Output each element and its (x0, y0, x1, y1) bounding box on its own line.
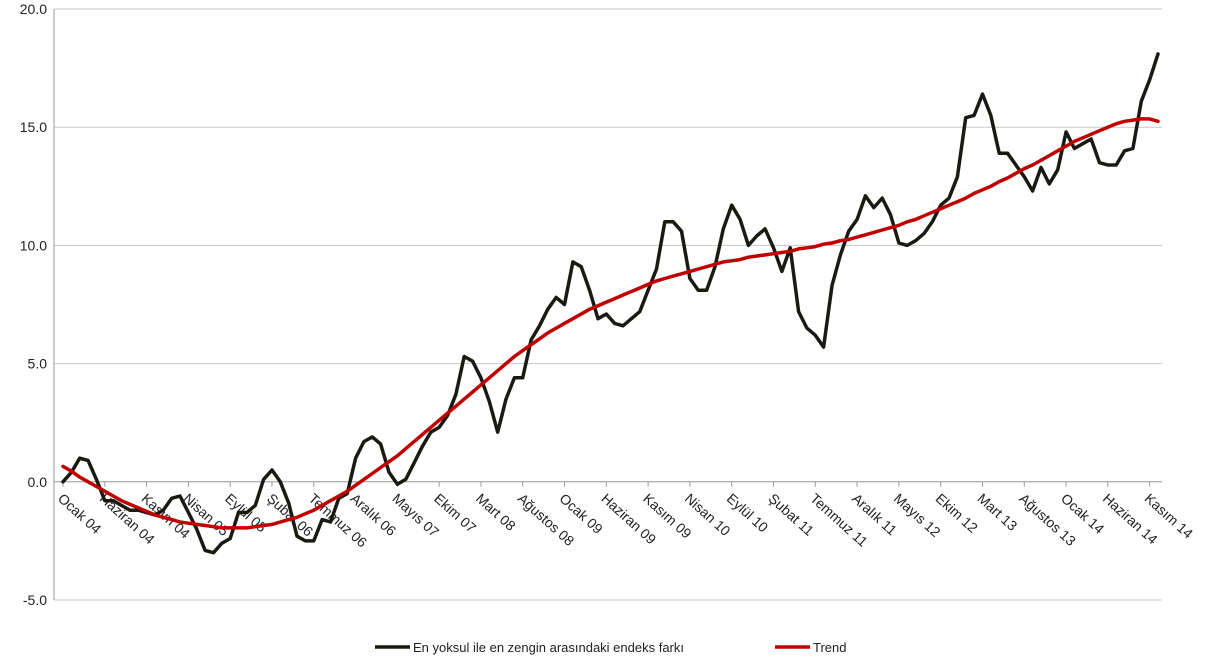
legend: En yoksul ile en zengin arasındaki endek… (375, 640, 846, 655)
x-axis (53, 9, 1162, 600)
y-axis-ticks: -5.0 0.0 5.0 10.0 15.0 20.0 (20, 1, 47, 608)
y-tick-label: -5.0 (23, 592, 47, 608)
y-tick-label: 20.0 (20, 1, 47, 17)
series-group (61, 52, 1160, 555)
gridlines (54, 8, 1162, 601)
legend-label-series-2: Trend (813, 640, 846, 655)
series-line-1 (61, 52, 1160, 555)
y-tick-label: 15.0 (20, 119, 47, 135)
y-tick-label: 0.0 (28, 474, 48, 490)
y-tick-label: 10.0 (20, 237, 47, 253)
legend-label-series-1: En yoksul ile en zengin arasındaki endek… (413, 640, 684, 655)
series-line-2 (61, 117, 1160, 530)
x-tick-label: Ocak 04 (55, 490, 105, 537)
x-tick-label: Mart 08 (473, 490, 519, 534)
x-tick-label: Mart 13 (974, 490, 1020, 534)
y-tick-label: 5.0 (28, 356, 48, 372)
x-tick-label: Şubat 11 (765, 490, 817, 539)
